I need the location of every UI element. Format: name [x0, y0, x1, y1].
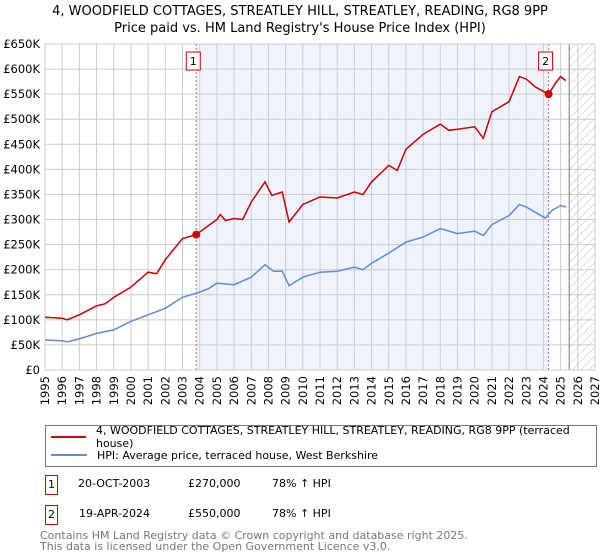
x-tick-label: 2005 — [210, 376, 224, 405]
x-tick-label: 1995 — [38, 376, 52, 405]
x-tick-label: 2002 — [158, 376, 172, 405]
x-tick-label: 2026 — [571, 376, 585, 405]
y-tick-label: £650K — [3, 37, 40, 51]
shaded-period — [196, 44, 549, 370]
x-tick-label: 1999 — [107, 376, 121, 405]
x-tick-label: 2022 — [502, 376, 516, 405]
sale-date: 19-APR-2024 — [79, 507, 151, 520]
sale-marker-label: 2 — [542, 55, 549, 68]
y-tick-label: £50K — [11, 338, 41, 352]
forecast-hatch — [569, 44, 595, 370]
x-tick-label: 2015 — [382, 376, 396, 405]
y-tick-label: £400K — [3, 162, 40, 176]
sale-price: £550,000 — [188, 507, 241, 520]
price-chart: 1995 1996 1997 1998 1999 2000 2001 2002 2003 2004… — [3, 37, 600, 405]
x-tick-label: 2018 — [433, 376, 447, 405]
legend-item-property: 4, WOODFIELD COTTAGES, STREATLEY HILL, S… — [51, 424, 596, 450]
x-tick-label: 2001 — [141, 376, 155, 405]
x-tick-label: 2011 — [313, 376, 327, 405]
sale-marker-label: 1 — [190, 55, 197, 68]
sale-marker-box — [538, 51, 554, 71]
footer-copyright: Contains HM Land Registry data © Crown c… — [40, 529, 468, 542]
sale-point — [192, 230, 201, 239]
sale-date: 20-OCT-2003 — [78, 477, 151, 490]
x-tick-label: 2024 — [536, 376, 550, 405]
y-tick-label: £300K — [3, 213, 40, 227]
x-tick-label: 1996 — [55, 376, 69, 405]
y-tick-label: £250K — [3, 238, 40, 252]
y-tick-label: £500K — [3, 112, 40, 126]
y-tick-label: £350K — [3, 187, 40, 201]
sale-marker-box — [185, 51, 201, 71]
legend-label: 4, WOODFIELD COTTAGES, STREATLEY HILL, S… — [95, 424, 570, 450]
y-tick-label: £100K — [3, 313, 40, 327]
chart-subtitle: Price paid vs. HM Land Registry's House … — [114, 21, 486, 36]
x-tick-label: 2023 — [519, 376, 533, 405]
x-tick-label: 2014 — [365, 376, 379, 405]
x-tick-label: 2013 — [347, 376, 361, 405]
x-tick-label: 2007 — [244, 376, 258, 405]
footer: Contains HM Land Registry data © Crown c… — [40, 530, 468, 552]
x-tick-label: 2004 — [193, 376, 207, 405]
y-tick-label: £200K — [3, 263, 40, 277]
x-tick-label: 2010 — [296, 376, 310, 405]
x-tick-label: 2003 — [176, 376, 190, 405]
sale-hpi: 78% ↑ HPI — [272, 477, 331, 490]
series-line — [44, 75, 567, 321]
x-tick-label: 1998 — [90, 376, 104, 405]
x-tick-label: 1997 — [72, 376, 86, 405]
sale-point — [544, 90, 553, 99]
x-tick-label: 2027 — [588, 376, 600, 405]
x-tick-label: 2000 — [124, 376, 138, 405]
legend-swatch-blue — [51, 454, 87, 456]
legend-item-hpi: HPI: Average price, terraced house, West… — [51, 447, 378, 463]
sale-badge: 2 — [45, 505, 58, 525]
plot-border — [44, 43, 596, 371]
x-tick-label: 2006 — [227, 376, 241, 405]
legend-label: HPI: Average price, terraced house, West… — [97, 448, 379, 462]
legend: 4, WOODFIELD COTTAGES, STREATLEY HILL, S… — [45, 424, 597, 467]
x-tick-label: 2016 — [399, 376, 413, 405]
sale-badge: 1 — [45, 475, 58, 495]
y-tick-label: £150K — [3, 288, 40, 302]
sale-hpi: 78% ↑ HPI — [272, 507, 331, 520]
x-tick-label: 2017 — [416, 376, 430, 405]
legend-swatch-red — [51, 436, 86, 438]
x-tick-label: 2025 — [554, 376, 568, 405]
x-tick-label: 2008 — [261, 376, 275, 405]
x-tick-label: 2019 — [451, 376, 465, 405]
x-tick-label: 2012 — [330, 376, 344, 405]
sale-price: £270,000 — [188, 477, 241, 490]
series-line — [44, 203, 567, 343]
chart-title: 4, WOODFIELD COTTAGES, STREATLEY HILL, S… — [52, 4, 548, 19]
x-tick-label: 2020 — [468, 376, 482, 405]
y-tick-label: £600K — [3, 62, 40, 76]
x-tick-label: 2009 — [279, 376, 293, 405]
x-tick-label: 2021 — [485, 376, 499, 405]
y-tick-label: £550K — [3, 87, 40, 101]
footer-licence: This data is licensed under the Open Gov… — [40, 540, 391, 553]
y-tick-label: £0 — [25, 363, 40, 377]
y-tick-label: £450K — [3, 137, 40, 151]
